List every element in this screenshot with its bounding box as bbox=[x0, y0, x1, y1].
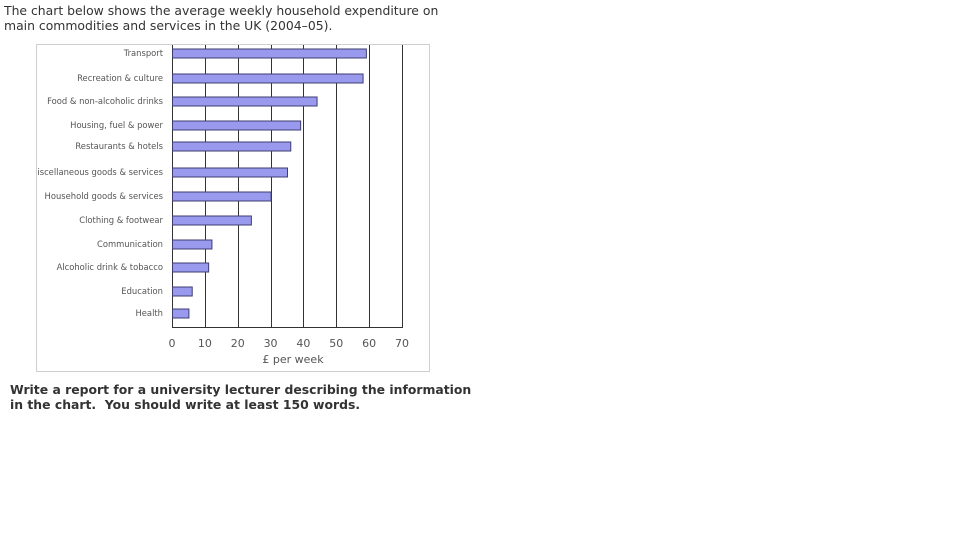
intro-text: The chart below shows the average weekly… bbox=[4, 3, 439, 33]
task-instructions: Write a report for a university lecturer… bbox=[10, 382, 476, 412]
category-label-2: Recreation & culture bbox=[77, 73, 163, 83]
category-label-7: Household goods & services bbox=[45, 191, 163, 201]
bar-11 bbox=[172, 286, 193, 297]
bar-7 bbox=[172, 191, 272, 202]
category-label-11: Education bbox=[121, 286, 163, 296]
bar-3 bbox=[172, 96, 318, 107]
bar-9 bbox=[172, 239, 213, 250]
x-tick-label-70: 70 bbox=[395, 337, 409, 350]
x-tick-label-0: 0 bbox=[169, 337, 176, 350]
category-label-1: Transport bbox=[123, 48, 164, 58]
bar-12 bbox=[172, 308, 190, 319]
category-label-10: Alcoholic drink & tobacco bbox=[57, 262, 163, 272]
category-label-3: Food & non-alcoholic drinks bbox=[47, 96, 163, 106]
category-label-5: Restaurants & hotels bbox=[75, 141, 163, 151]
x-tick-label-10: 10 bbox=[198, 337, 212, 350]
category-label-6: Miscellaneous goods & services bbox=[37, 167, 163, 177]
bar-5 bbox=[172, 141, 292, 152]
bar-2 bbox=[172, 73, 364, 84]
bar-8 bbox=[172, 215, 252, 226]
bar-1 bbox=[172, 48, 367, 59]
bar-chart: Transport Recreation & culture Food & non-… bbox=[37, 45, 409, 366]
bar-4 bbox=[172, 120, 302, 131]
category-label-12: Health bbox=[135, 308, 163, 318]
bar-10 bbox=[172, 262, 210, 273]
x-axis-title: £ per week bbox=[262, 353, 324, 366]
x-tick-label-60: 60 bbox=[362, 337, 376, 350]
category-label-9: Communication bbox=[97, 239, 163, 249]
x-tick-label-40: 40 bbox=[296, 337, 310, 350]
category-label-4: Housing, fuel & power bbox=[70, 120, 163, 130]
x-tick-label-20: 20 bbox=[231, 337, 245, 350]
category-label-8: Clothing & footwear bbox=[79, 215, 163, 225]
x-tick-label-30: 30 bbox=[264, 337, 278, 350]
bar-6 bbox=[172, 167, 288, 178]
x-tick-label-50: 50 bbox=[329, 337, 343, 350]
chart-frame: Transport Recreation & culture Food & non-… bbox=[36, 44, 430, 372]
